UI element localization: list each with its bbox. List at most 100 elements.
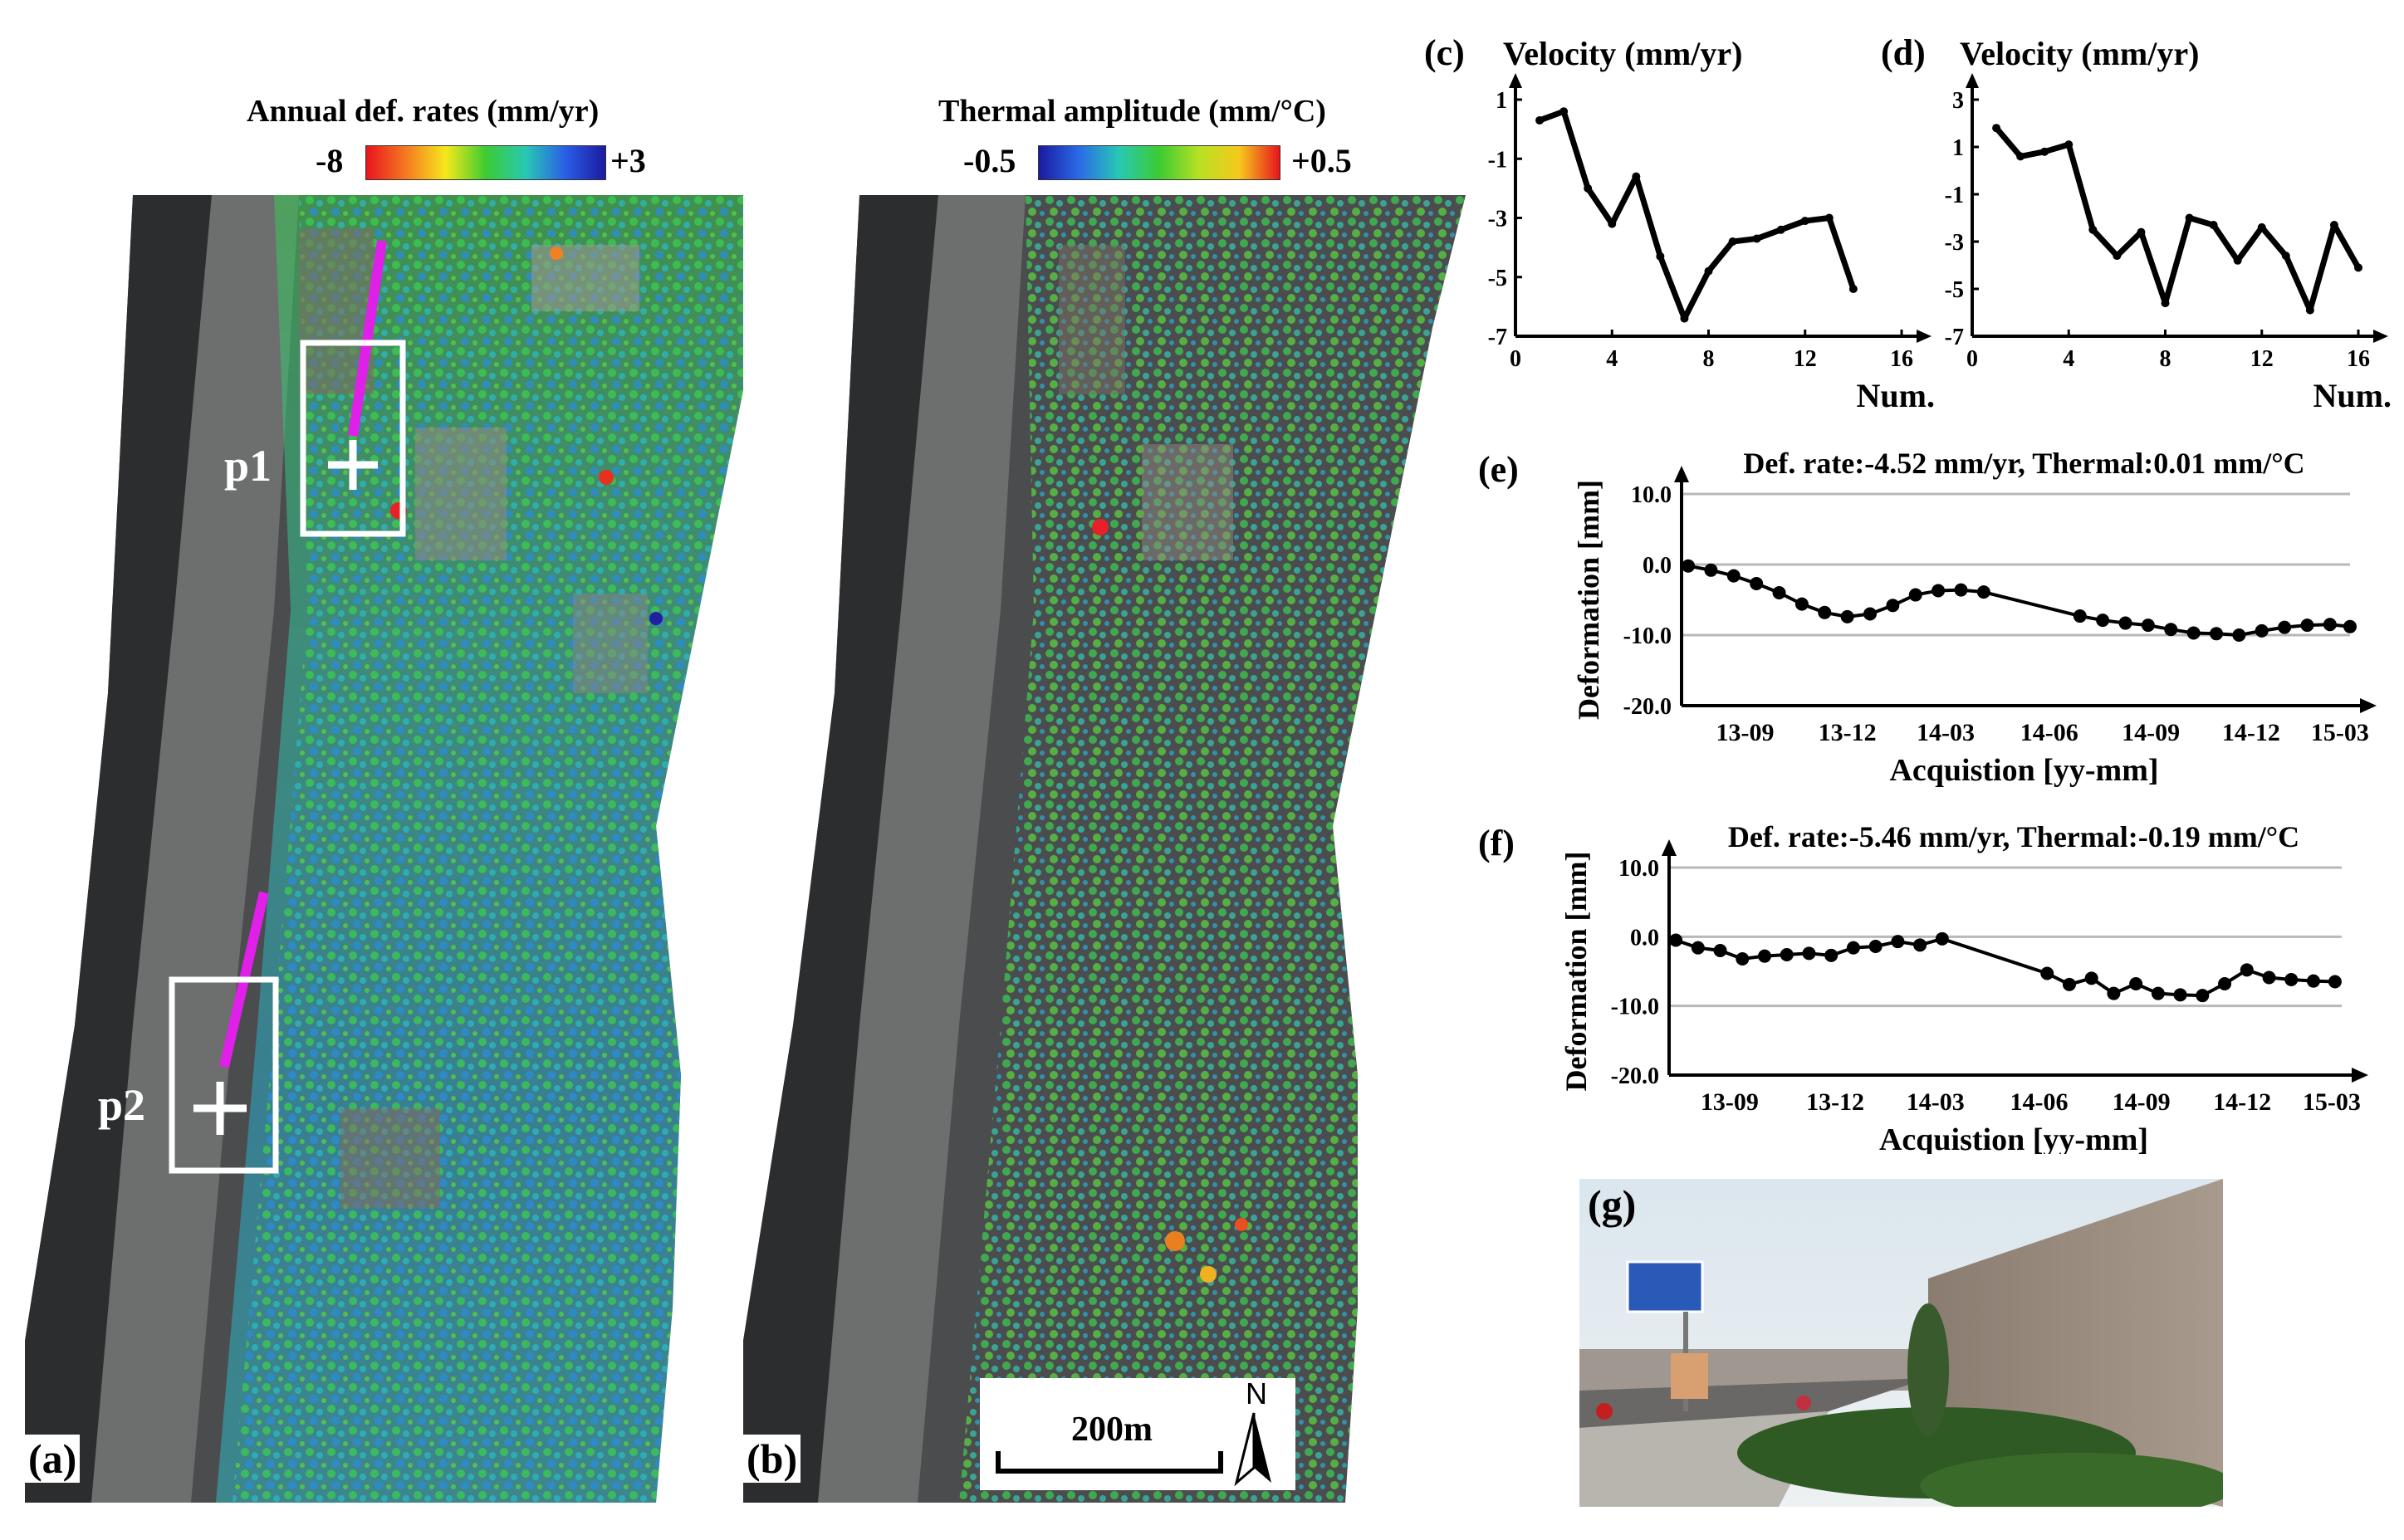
chart-f-x-arrow — [2352, 1068, 2368, 1083]
colorbar-b-max-label: +0.5 — [1291, 141, 1352, 180]
chart-f-point — [2129, 977, 2142, 990]
chart-e-point — [2142, 618, 2155, 632]
chart-c-xtick-label: 8 — [1703, 346, 1715, 372]
chart-e-point — [2300, 618, 2313, 632]
chart-e-point — [1682, 560, 1695, 573]
chart-f-point — [1869, 940, 1883, 953]
chart-e-point — [2119, 617, 2132, 630]
chart-f-point — [1758, 950, 1771, 963]
chart-f-point — [2085, 971, 2098, 985]
chart-d-point — [2282, 252, 2290, 260]
chart-f-point — [1891, 935, 1904, 948]
chart-c-title: Velocity (mm/yr) — [1503, 35, 1742, 72]
chart-e-point — [2187, 626, 2201, 639]
chart-f-point — [1714, 944, 1727, 957]
chart-e-point — [1886, 599, 1899, 612]
chart-d-point — [2210, 221, 2218, 229]
north-arrow-label: N — [1246, 1376, 1267, 1411]
chart-c-xtick-label: 4 — [1606, 346, 1618, 372]
chart-f-xlabel: Acquistion [yy-mm] — [1879, 1122, 2148, 1154]
chart-f-xtick-label: 13-12 — [1806, 1088, 1864, 1116]
chart-e-point — [2232, 628, 2245, 642]
chart-c-point — [1777, 226, 1785, 234]
chart-d-xtick-label: 8 — [2160, 346, 2171, 372]
chart-f-ytick-label: 0.0 — [1630, 925, 1659, 951]
point-label-p2: p2 — [98, 1079, 145, 1131]
chart-e: (e) Def. rate:-4.52 mm/yr, Thermal:0.01 m… — [1478, 432, 2404, 789]
chart-e-point — [1841, 610, 1854, 623]
chart-e-point — [1727, 570, 1741, 583]
chart-c-x-arrow — [1917, 330, 1932, 343]
chart-f-point — [2218, 977, 2231, 990]
chart-f-point — [2196, 989, 2209, 1002]
point-label-p1: p1 — [224, 440, 272, 491]
chart-c-ytick-label: -1 — [1488, 147, 1507, 173]
chart-c-point — [1559, 107, 1568, 115]
chart-c-point — [1584, 184, 1592, 193]
chart-d-point — [2113, 252, 2121, 260]
chart-c-ytick-label: -3 — [1488, 207, 1507, 232]
panel-a-label: (a) — [25, 1435, 80, 1483]
chart-d-point — [2088, 226, 2097, 234]
chart-f-xtick-label: 14-03 — [1907, 1088, 1965, 1116]
chart-c-xtick-label: 0 — [1510, 346, 1521, 372]
chart-e-point — [2096, 614, 2109, 627]
chart-e-point — [1932, 584, 1945, 597]
chart-e-point — [1750, 577, 1763, 590]
chart-d-point — [2016, 152, 2025, 160]
chart-f-point — [1669, 934, 1682, 947]
chart-c-point — [1608, 220, 1616, 228]
chart-f-point — [1913, 938, 1927, 951]
chart-e-xtick-label: 14-09 — [2122, 719, 2180, 746]
chart-d-point — [2258, 223, 2266, 232]
chart-e-title: Def. rate:-4.52 mm/yr, Thermal:0.01 mm/°… — [1743, 447, 2304, 480]
chart-f-point — [2174, 988, 2187, 1001]
marker-p1 — [328, 440, 378, 490]
chart-c-point — [1825, 214, 1834, 222]
box-p1 — [303, 343, 403, 534]
chart-e-ytick-label: 0.0 — [1643, 553, 1672, 579]
chart-f-point — [2284, 973, 2298, 986]
chart-e-point — [2323, 618, 2337, 631]
chart-e-xtick-label: 14-12 — [2222, 719, 2280, 746]
chart-f-point — [1736, 952, 1749, 966]
map-a — [25, 195, 789, 1503]
map-b — [743, 195, 1466, 1503]
chart-e-point — [2343, 620, 2357, 633]
chart-f-point — [1802, 946, 1815, 960]
chart-c-xlabel: Num. — [1857, 377, 1935, 414]
chart-d-point — [2040, 148, 2049, 156]
chart-f-point — [2107, 987, 2120, 1000]
box-p2 — [172, 980, 276, 1171]
chart-f-series-line — [1676, 939, 2335, 995]
chart-d-ytick-label: -5 — [1945, 277, 1964, 303]
chart-d-xtick-label: 4 — [2063, 346, 2074, 372]
chart-c-y-arrow — [1509, 73, 1522, 88]
chart-e-point — [1863, 608, 1877, 621]
chart-f-point — [2040, 967, 2054, 980]
chart-e-ytick-label: -10.0 — [1623, 623, 1672, 649]
chart-e-ylabel: Deformation [mm] — [1572, 480, 1605, 720]
chart-d-series-line — [1996, 128, 2358, 310]
photo-g — [1579, 1179, 2223, 1507]
chart-e-point — [1954, 584, 1967, 597]
chart-f-ylabel: Deformation [mm] — [1559, 852, 1593, 1092]
chart-f-ytick-label: 10.0 — [1618, 856, 1659, 882]
colorbar-a — [365, 145, 606, 180]
chart-c-xtick-label: 12 — [1794, 346, 1817, 372]
chart-c-point — [1849, 285, 1858, 293]
chart-e-point — [2074, 609, 2087, 623]
chart-f-xtick-label: 13-09 — [1701, 1088, 1759, 1116]
chart-e-ytick-label: 10.0 — [1631, 482, 1672, 508]
chart-c-series-line — [1540, 111, 1853, 318]
chart-f: (f) Def. rate:-5.46 mm/yr, Thermal:-0.19 … — [1478, 814, 2404, 1154]
colorbar-b-title: Thermal amplitude (mm/°C) — [938, 93, 1326, 130]
chart-f-y-arrow — [1662, 839, 1677, 856]
profile-line-p1 — [353, 241, 382, 436]
chart-e-xtick-label: 13-12 — [1819, 719, 1877, 746]
chart-d-point — [2162, 299, 2170, 307]
chart-d-point — [2064, 140, 2073, 149]
chart-f-xtick-label: 15-03 — [2303, 1088, 2361, 1116]
chart-d-point — [2186, 214, 2194, 222]
chart-e-point — [1909, 589, 1922, 602]
